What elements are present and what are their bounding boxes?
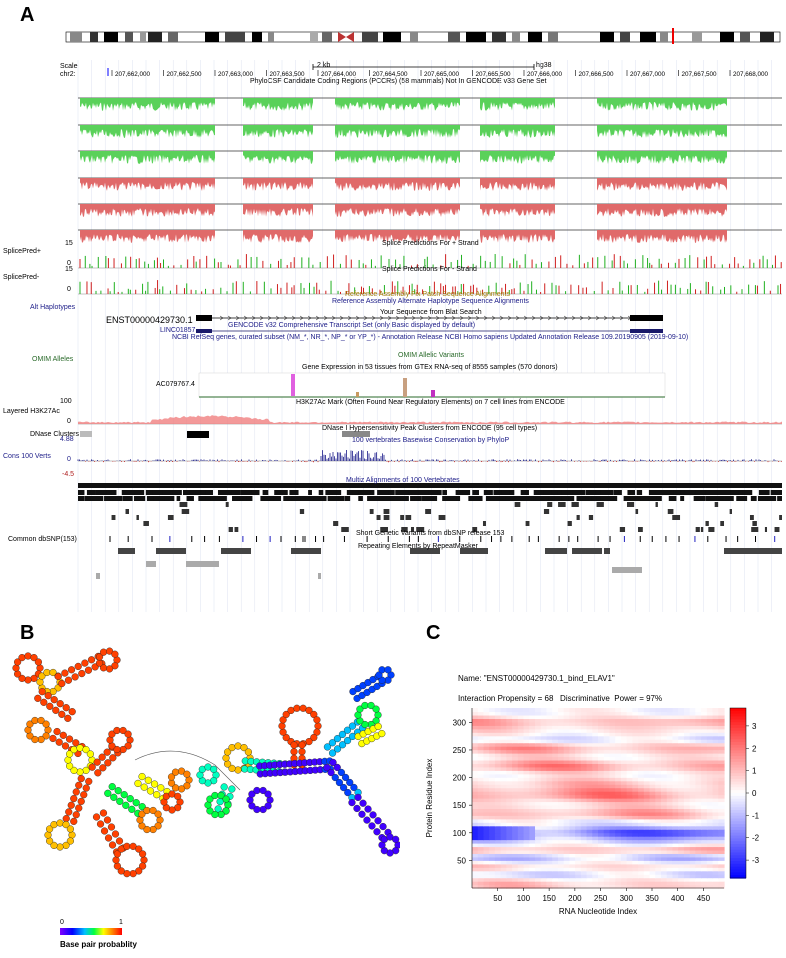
gtex-title: Gene Expression in 53 tissues from GTEx … <box>302 364 558 371</box>
legend-min: 0 <box>60 919 64 926</box>
x-tick-label: 450 <box>697 894 711 903</box>
gtex-gene-name[interactable]: AC079767.4 <box>156 381 195 388</box>
alt-haplotypes-label[interactable]: Alt Haplotypes <box>30 304 76 311</box>
ideogram-position-marker <box>672 28 674 44</box>
gencode-title: GENCODE v32 Comprehensive Transcript Set… <box>228 322 476 329</box>
interaction-heatmap: 50 100 150 200 250 300 350 400 450 50 100 150 200 250… <box>425 707 760 916</box>
dnase-title: DNase I Hypersensitivity Peak Clusters f… <box>322 425 538 432</box>
blat-title: Your Sequence from Blat Search <box>380 309 482 316</box>
x-tick-label: 250 <box>594 894 608 903</box>
h3k27ac-scale-top: 100 <box>60 398 72 405</box>
fix-patch-title: Reference Assembly Fix Patch Sequence Al… <box>345 291 510 298</box>
y-tick-label: 200 <box>453 774 467 783</box>
coordinate-tick-label: 207,664,000 <box>321 71 357 78</box>
coordinate-tick-label: 207,666,500 <box>579 71 615 78</box>
alt-haplotypes-title: Reference Assembly Alternate Haplotype S… <box>332 298 529 305</box>
y-axis-label: Protein Residue Index <box>425 759 434 838</box>
splice-plus-label[interactable]: SplicePred+ <box>3 248 41 255</box>
heatmap-propensity: Interaction Propensity = 68 Discriminati… <box>458 694 663 703</box>
y-tick-label: 50 <box>457 856 466 865</box>
colorbar-tick-label: 1 <box>752 767 757 776</box>
x-tick-label: 300 <box>620 894 634 903</box>
splice-minus-label[interactable]: SplicePred- <box>3 274 40 281</box>
colorbar-tick-label: 3 <box>752 722 757 731</box>
refseq-title: NCBI RefSeq genes, curated subset (NM_*,… <box>172 334 689 341</box>
coordinate-tick-label: 207,663,000 <box>218 71 254 78</box>
omim-label[interactable]: OMIM Alleles <box>32 356 74 363</box>
y-tick-label: 250 <box>453 746 467 755</box>
gencode-gene-name[interactable]: LINC01857 <box>160 327 196 334</box>
y-tick-label: 150 <box>453 801 467 810</box>
h3k27ac-title: H3K27Ac Mark (Often Found Near Regulator… <box>296 399 565 406</box>
splice-plus-scale-zero: 0 <box>67 260 71 267</box>
x-tick-label: 50 <box>493 894 502 903</box>
legend-title: Base pair probablity <box>60 940 137 949</box>
coordinate-tick-label: 207,664,500 <box>373 71 409 78</box>
dbsnp-label[interactable]: Common dbSNP(153) <box>8 536 77 543</box>
colorbar-tick-label: -1 <box>752 811 760 820</box>
omim-title: OMIM Allelic Variants <box>398 352 464 359</box>
coordinate-tick-label: 207,662,000 <box>115 71 151 78</box>
genome-browser-tracks[interactable]: 207,662,000 207,662,500 207,663,000 207,663… <box>0 0 786 620</box>
legend-max: 1 <box>119 919 123 926</box>
x-tick-label: 150 <box>542 894 556 903</box>
splice-minus-scale-zero: 0 <box>67 286 71 293</box>
panel-letter-a: A <box>20 4 35 26</box>
coordinate-tick-label: 207,667,000 <box>630 71 666 78</box>
blat-transcript-name[interactable]: ENST00000429730.1 <box>106 315 193 325</box>
base-pair-probability-colorbar <box>60 928 122 935</box>
colorbar-tick-label: 2 <box>752 744 757 753</box>
multiz-title: Multiz Alignments of 100 Vertebrates <box>346 477 460 484</box>
pccr-track-title: PhyloCSF Candidate Coding Regions (PCCRs… <box>250 78 547 85</box>
coordinate-tick-label: 207,665,000 <box>424 71 460 78</box>
h3k27ac-label[interactable]: Layered H3K27Ac <box>3 408 60 415</box>
rna-secondary-structure <box>12 647 400 878</box>
x-axis-label: RNA Nucleotide Index <box>559 907 637 916</box>
assembly-label: hg38 <box>536 62 552 69</box>
dbsnp-title: Short Genetic Variants from dbSNP releas… <box>356 530 505 537</box>
coordinate-tick-label: 207,667,500 <box>682 71 718 78</box>
cons-title: 100 vertebrates Basewise Conservation by… <box>352 437 510 444</box>
coordinate-tick-label: 207,666,000 <box>527 71 563 78</box>
coordinate-tick-label: 207,663,500 <box>270 71 306 78</box>
x-tick-label: 400 <box>671 894 685 903</box>
dnase-label[interactable]: DNase Clusters <box>30 431 80 438</box>
scale-label: Scale <box>60 63 78 70</box>
cons-scale-bottom: -4.5 <box>62 471 75 478</box>
repeatmasker-title: Repeating Elements by RepeatMasker <box>358 543 478 550</box>
y-tick-label: 300 <box>453 718 467 727</box>
chromosome-ideogram[interactable] <box>0 0 786 50</box>
y-tick-label: 100 <box>453 829 467 838</box>
chr-label: chr2: <box>60 71 76 78</box>
cons-scale-top: 4.88 <box>60 436 74 443</box>
colorbar-tick-label: 0 <box>752 789 757 798</box>
colorbar-tick-label: -3 <box>752 856 760 865</box>
x-tick-label: 100 <box>517 894 531 903</box>
colorbar-tick-label: -2 <box>752 834 760 843</box>
x-tick-label: 200 <box>568 894 582 903</box>
heatmap-name: Name: "ENST00000429730.1_bind_ELAV1" <box>458 674 615 683</box>
coordinate-tick-label: 207,662,500 <box>167 71 203 78</box>
cons-label[interactable]: Cons 100 Verts <box>3 453 51 460</box>
panel-letter-c: C <box>426 622 441 644</box>
h3k27ac-scale-zero: 0 <box>67 418 71 425</box>
coordinate-tick-label: 207,668,000 <box>733 71 769 78</box>
x-tick-label: 350 <box>645 894 659 903</box>
splice-plus-title: Splice Predictions For + Strand <box>382 240 479 247</box>
splice-minus-title: Splice Predictions For - Strand <box>382 266 477 273</box>
cons-scale-zero: 0 <box>67 456 71 463</box>
splice-plus-scale-top: 15 <box>65 240 73 247</box>
coordinate-tick-label: 207,665,500 <box>476 71 512 78</box>
scale-bar-label: 2 kb <box>317 62 331 69</box>
panel-letter-b: B <box>20 622 35 644</box>
splice-minus-scale-top: 15 <box>65 266 73 273</box>
